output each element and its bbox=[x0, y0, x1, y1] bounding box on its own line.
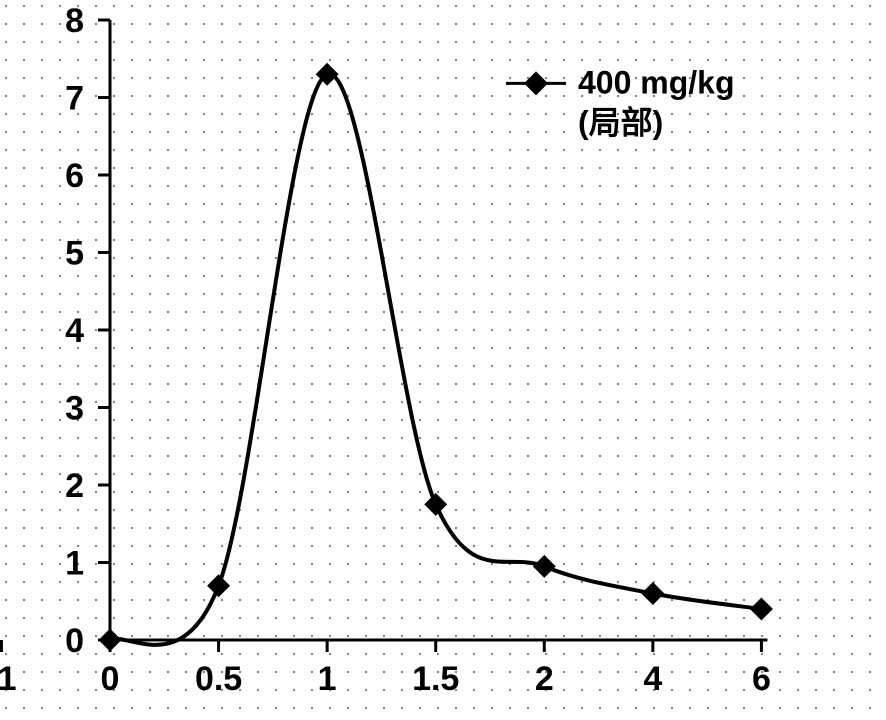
y-tick-label: 0 bbox=[65, 622, 84, 660]
y-tick-label: 5 bbox=[65, 235, 84, 273]
y-tick-label: 1 bbox=[65, 545, 84, 583]
y-tick-label: 7 bbox=[65, 80, 84, 118]
legend-label-line2: (局部) bbox=[578, 104, 663, 140]
x-tick-label: 1.5 bbox=[412, 660, 459, 698]
x-tick-label: 4 bbox=[643, 660, 662, 698]
legend-label-line1: 400 mg/kg bbox=[578, 64, 735, 100]
x-tick-label: 1 bbox=[318, 660, 337, 698]
y-tick-label: 2 bbox=[65, 467, 84, 505]
x-tick-label: 0 bbox=[101, 660, 120, 698]
x-tick-label: 2 bbox=[535, 660, 554, 698]
chart-container: 0 1 2 3 4 5 6 7 8 -1 0 0.5 1 1.5 2 4 6 400 mg/kg (局部) bbox=[0, 0, 886, 720]
y-tick-label: 6 bbox=[65, 157, 84, 195]
y-tick-label: 8 bbox=[65, 2, 84, 40]
x-tick-label: 0.5 bbox=[195, 660, 242, 698]
y-tick-label: 4 bbox=[65, 312, 84, 350]
y-tick-label: 3 bbox=[65, 390, 84, 428]
chart-svg: 0 1 2 3 4 5 6 7 8 -1 0 0.5 1 1.5 2 4 6 400 mg/kg (局部) bbox=[0, 0, 886, 720]
x-tick-label: -1 bbox=[0, 660, 17, 698]
x-tick-label: 6 bbox=[752, 660, 771, 698]
